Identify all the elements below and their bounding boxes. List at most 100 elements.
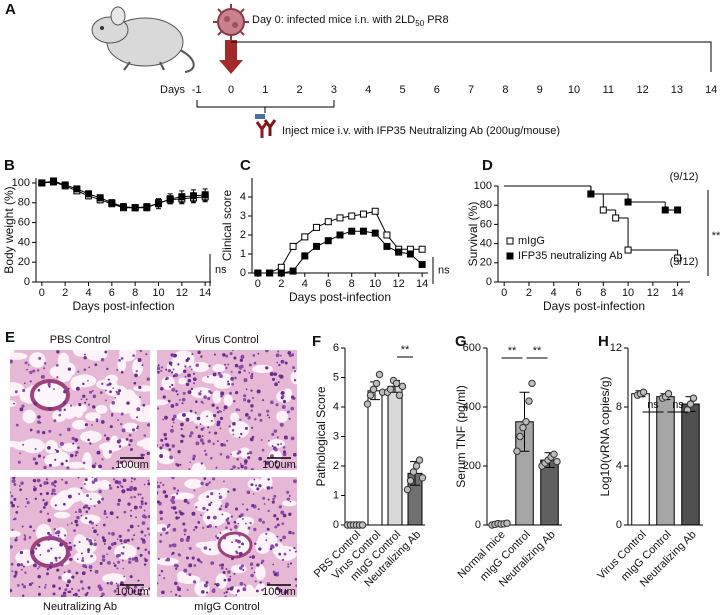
nucleus: [99, 391, 103, 395]
nucleus: [287, 350, 292, 355]
nucleus: [241, 542, 244, 546]
x-tick-label: 10: [622, 287, 634, 299]
nucleus: [216, 410, 220, 414]
airway: [30, 536, 70, 568]
nucleus: [208, 431, 211, 434]
nucleus: [116, 584, 120, 588]
alveolus: [44, 440, 58, 454]
nucleus: [181, 434, 185, 438]
alveolus: [195, 541, 210, 549]
nucleus: [157, 557, 160, 561]
nucleus: [15, 423, 19, 427]
nucleus: [16, 505, 19, 508]
nucleus: [129, 524, 134, 529]
nucleus: [295, 584, 297, 588]
nucleus: [244, 585, 247, 587]
nucleus: [74, 592, 78, 597]
nucleus: [275, 403, 279, 407]
nucleus: [230, 468, 234, 470]
y-tick-label: 40: [18, 236, 30, 248]
nucleus: [226, 439, 229, 442]
nucleus: [84, 593, 88, 597]
nucleus: [182, 391, 186, 395]
nucleus: [192, 372, 196, 375]
nucleus: [71, 436, 75, 441]
y-tick-label: 2: [333, 460, 339, 472]
nucleus: [81, 557, 84, 560]
nucleus: [256, 487, 260, 491]
nucleus: [80, 398, 83, 401]
nucleus: [240, 464, 244, 469]
nucleus: [229, 391, 233, 395]
virus-icon: [213, 4, 249, 40]
nucleus: [251, 396, 255, 400]
nucleus: [233, 572, 236, 575]
alveolus: [95, 404, 108, 414]
infection-arrow: [219, 40, 243, 74]
nucleus: [120, 423, 123, 426]
marker: [418, 260, 426, 268]
nucleus: [56, 350, 60, 354]
nucleus: [172, 414, 177, 419]
alveolus: [105, 374, 118, 384]
nucleus: [39, 492, 43, 496]
marker: [674, 254, 682, 262]
nucleus: [157, 444, 159, 447]
nucleus: [174, 511, 178, 514]
annotation: ns: [215, 264, 227, 276]
virus-body: [217, 8, 245, 36]
nucleus: [168, 385, 172, 388]
nucleus: [231, 429, 235, 432]
nucleus: [240, 564, 244, 568]
nucleus: [272, 497, 275, 501]
nucleus: [69, 557, 73, 561]
nucleus: [162, 395, 166, 399]
nucleus: [130, 477, 134, 480]
panel-label: G: [455, 333, 467, 350]
nucleus: [236, 408, 238, 411]
nucleus: [59, 433, 62, 437]
histology-image: [157, 477, 297, 597]
nucleus: [171, 551, 175, 555]
nucleus: [271, 500, 275, 504]
marker: [624, 246, 632, 254]
nucleus: [169, 455, 173, 460]
alveolus: [10, 440, 23, 448]
nucleus: [293, 370, 297, 373]
marker: [371, 207, 379, 215]
nucleus: [157, 364, 160, 367]
nucleus: [137, 524, 140, 528]
nucleus: [273, 514, 277, 518]
alveolus: [61, 442, 78, 452]
nucleus: [188, 468, 191, 470]
alveolus: [257, 531, 278, 550]
nucleus: [160, 569, 164, 573]
nucleus: [288, 417, 291, 421]
nucleus: [243, 378, 248, 383]
y-tick-label: 3: [240, 210, 246, 222]
nucleus: [118, 445, 122, 448]
nucleus: [236, 591, 239, 593]
marker: [324, 218, 332, 226]
data-point: [398, 382, 407, 391]
nucleus: [215, 466, 218, 469]
nucleus: [87, 550, 90, 554]
day-label: 10: [568, 84, 580, 96]
alveolus: [230, 412, 240, 423]
marker: [108, 199, 116, 207]
nucleus: [107, 532, 111, 535]
nucleus: [32, 478, 37, 483]
nucleus: [242, 587, 247, 592]
nucleus: [74, 454, 78, 457]
data-point: [503, 519, 511, 527]
nucleus: [40, 374, 45, 379]
alveolus: [102, 442, 113, 459]
alveolus: [161, 376, 175, 391]
alveolus: [247, 479, 260, 489]
alveolus: [85, 412, 101, 421]
mouse-legs: [123, 61, 165, 71]
comparison-label: ns: [647, 399, 659, 411]
y-tick-label: 3: [333, 430, 339, 442]
alveolus: [262, 585, 281, 597]
nucleus: [277, 350, 280, 353]
